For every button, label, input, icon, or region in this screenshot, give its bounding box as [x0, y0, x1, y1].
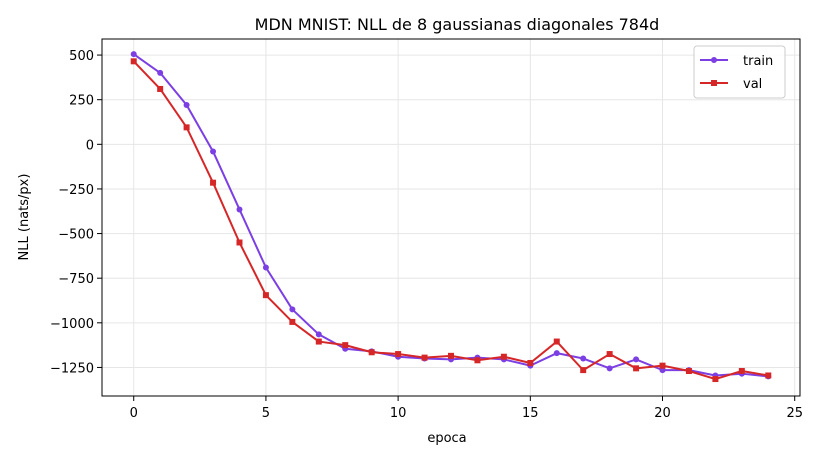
- data-point-val: [633, 365, 640, 372]
- x-axis-label: epoca: [427, 431, 466, 446]
- data-point-val: [315, 338, 322, 345]
- grid-lines: [102, 39, 800, 396]
- y-tick-label: −750: [58, 272, 94, 287]
- plot-frame: [101, 38, 801, 397]
- chart-title: MDN MNIST: NLL de 8 gaussianas diagonale…: [255, 15, 660, 34]
- y-tick-label: −500: [58, 228, 94, 243]
- data-point-val: [368, 349, 375, 356]
- data-point-train: [183, 102, 190, 109]
- data-point-val: [448, 352, 454, 359]
- y-tick-label: 0: [86, 138, 94, 153]
- series-layer: [130, 51, 772, 383]
- x-tick-label: 10: [390, 406, 407, 421]
- data-point-val: [342, 342, 349, 349]
- data-point-val: [130, 58, 137, 65]
- data-point-val: [421, 354, 428, 361]
- data-point-val: [289, 318, 296, 325]
- data-point-val: [500, 353, 507, 360]
- x-axis-ticks: 0 5 10 15 20 25: [130, 396, 803, 421]
- data-point-val: [210, 179, 217, 186]
- data-point-train: [553, 350, 560, 357]
- data-point-train: [606, 365, 613, 372]
- data-point-train: [633, 356, 640, 363]
- x-tick-label: 20: [654, 406, 671, 421]
- data-point-val: [765, 372, 772, 379]
- x-tick-label: 15: [522, 406, 539, 421]
- y-tick-label: −1000: [50, 317, 94, 332]
- legend: train val: [693, 45, 786, 99]
- legend-marker-train: [711, 57, 717, 63]
- data-point-val: [553, 338, 560, 345]
- data-point-val: [262, 292, 269, 299]
- legend-marker-val: [711, 80, 717, 86]
- legend-label-val: val: [743, 77, 762, 92]
- x-tick-label: 0: [130, 406, 138, 421]
- data-point-train: [210, 148, 217, 155]
- data-point-train: [157, 69, 164, 76]
- data-point-val: [474, 357, 481, 364]
- data-point-val: [580, 367, 587, 374]
- data-point-val: [236, 239, 243, 246]
- x-tick-label: 25: [786, 406, 803, 421]
- data-point-train: [289, 306, 296, 313]
- series-line-val: [133, 60, 769, 381]
- data-point-train: [580, 355, 587, 362]
- y-axis-label: NLL (nats/px): [17, 174, 32, 261]
- data-point-val: [606, 351, 613, 358]
- y-axis-ticks: 500 250 0 −250 −500 −750 −1000 −1250: [50, 49, 102, 376]
- data-point-train: [315, 331, 322, 338]
- data-point-val: [738, 368, 745, 375]
- data-point-train: [130, 51, 137, 58]
- data-point-train: [262, 264, 269, 271]
- y-tick-label: 500: [69, 49, 94, 64]
- data-point-val: [685, 368, 692, 375]
- y-tick-label: −250: [58, 183, 94, 198]
- data-point-train: [236, 206, 243, 213]
- legend-label-train: train: [743, 54, 773, 69]
- data-point-val: [659, 362, 666, 369]
- data-point-val: [157, 85, 164, 92]
- series-line-train: [133, 53, 769, 378]
- y-tick-label: 250: [69, 94, 94, 109]
- data-point-val: [712, 376, 719, 383]
- x-tick-label: 5: [262, 406, 270, 421]
- data-point-val: [527, 359, 534, 366]
- y-tick-label: −1250: [50, 361, 94, 376]
- data-point-val: [183, 124, 190, 131]
- data-point-val: [395, 351, 402, 358]
